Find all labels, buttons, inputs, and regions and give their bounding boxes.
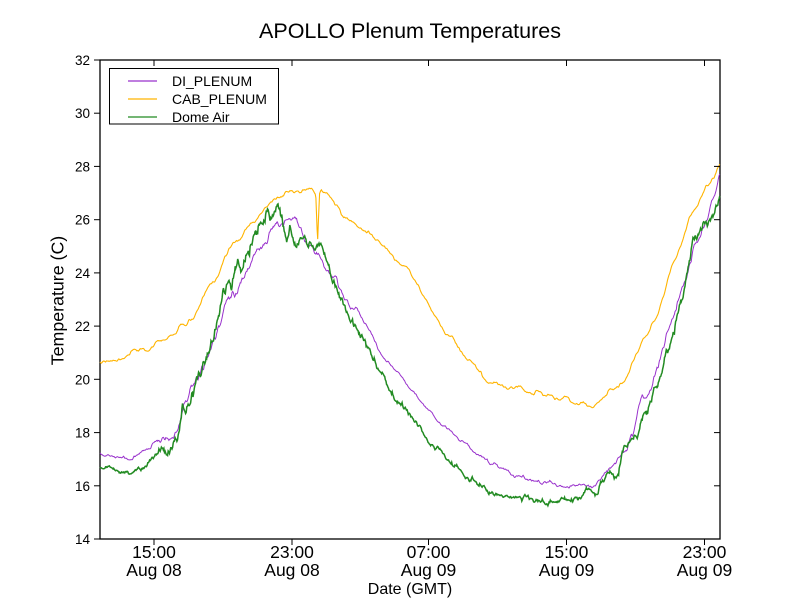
svg-text:23:00: 23:00 [683,542,727,562]
svg-text:Dome Air: Dome Air [172,109,230,125]
svg-text:DI_PLENUM: DI_PLENUM [172,73,252,89]
svg-text:15:00: 15:00 [545,542,589,562]
svg-text:26: 26 [75,213,90,228]
svg-text:18: 18 [75,426,90,441]
svg-text:32: 32 [75,53,90,68]
svg-text:20: 20 [75,372,90,387]
svg-text:07:00: 07:00 [407,542,451,562]
svg-text:16: 16 [75,479,90,494]
svg-text:30: 30 [75,106,90,121]
svg-text:23:00: 23:00 [270,542,314,562]
svg-text:Date (GMT): Date (GMT) [368,581,452,598]
svg-text:Aug 08: Aug 08 [264,560,319,580]
svg-text:CAB_PLENUM: CAB_PLENUM [172,91,267,107]
svg-text:28: 28 [75,159,90,174]
svg-text:Aug 09: Aug 09 [401,560,456,580]
svg-text:22: 22 [75,319,90,334]
svg-text:Aug 09: Aug 09 [539,560,594,580]
svg-text:15:00: 15:00 [132,542,176,562]
svg-text:Temperature (C): Temperature (C) [48,236,68,365]
svg-text:14: 14 [75,532,91,547]
svg-text:Aug 09: Aug 09 [677,560,732,580]
svg-text:APOLLO Plenum Temperatures: APOLLO Plenum Temperatures [259,19,561,43]
svg-text:24: 24 [75,266,91,281]
svg-text:Aug 08: Aug 08 [126,560,181,580]
